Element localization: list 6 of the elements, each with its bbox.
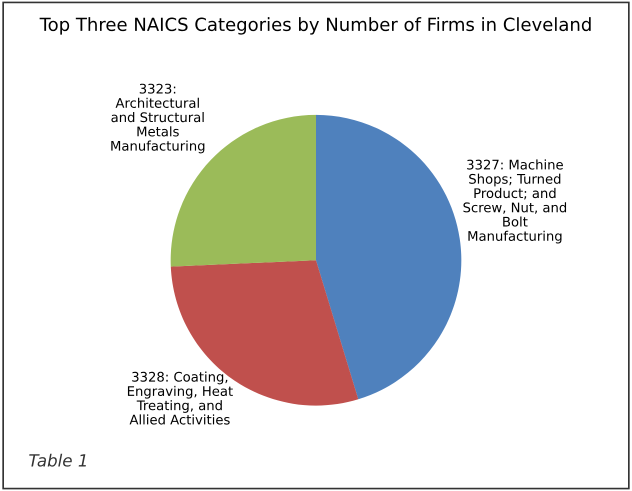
caption: Table 1 xyxy=(29,454,86,467)
chart-title: Top Three NAICS Categories by Number of Firms in Cleveland xyxy=(40,17,591,35)
slice-label: 3323: Architectural and Structural Metals Manufacturing xyxy=(111,84,204,154)
slice-label: 3328: Coating, Engraving, Heat Treating, and Allied Activities xyxy=(128,372,233,425)
pie-slice xyxy=(316,114,462,400)
slice-label: 3327: Machine Shops; Turned Product; and Screw, Nut, and Bolt Manufacturing xyxy=(463,159,566,244)
